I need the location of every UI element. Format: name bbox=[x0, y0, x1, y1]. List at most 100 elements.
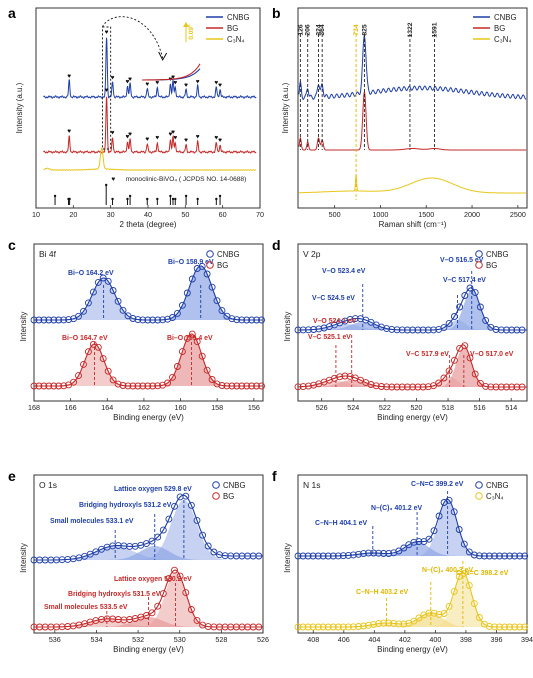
panel-f-xtick-label: 400 bbox=[429, 635, 441, 644]
panel-c-peak-annotation: Bi–O 159.4 eV bbox=[167, 335, 213, 342]
panel-a-ref-stick-dot bbox=[111, 197, 114, 201]
panel-e-legend-text: BG bbox=[223, 492, 234, 501]
bg-data-point bbox=[134, 382, 142, 390]
cnbg-data-point bbox=[496, 552, 503, 560]
cnbg-data-point bbox=[238, 316, 246, 324]
cnbg-data-point bbox=[104, 277, 112, 285]
cnbg-data-point bbox=[213, 297, 221, 305]
panel-f-peak-annotation: C–N–H 403.2 eV bbox=[356, 589, 408, 596]
panel-b-legend-text: CNBG bbox=[494, 13, 517, 22]
panel-c-xtick-label: 160 bbox=[175, 403, 187, 412]
panel-c-title: Bi 4f bbox=[39, 249, 57, 259]
c3n4-data-point bbox=[455, 573, 463, 580]
panel-c-xtick-label: 158 bbox=[211, 403, 223, 412]
panel-b-peak-label: 324 bbox=[316, 24, 323, 36]
c3n4-data-point bbox=[370, 620, 378, 628]
bg-data-point bbox=[182, 589, 190, 597]
bg-data-point bbox=[159, 590, 167, 598]
bg-data-point bbox=[299, 383, 307, 391]
cnbg-data-point bbox=[89, 288, 97, 296]
bg-data-point bbox=[445, 367, 453, 375]
panel-c-peak-annotation: Bi–O 158.9 eV bbox=[168, 259, 214, 266]
cnbg-data-point bbox=[187, 501, 195, 509]
cnbg-data-point bbox=[508, 326, 516, 334]
c3n4-data-point bbox=[501, 623, 509, 631]
bg-data-point bbox=[154, 382, 162, 390]
cnbg-component-fill bbox=[298, 322, 527, 330]
cnbg-data-point bbox=[154, 533, 162, 541]
bg-data-point bbox=[142, 612, 150, 619]
panel-c-xtick-label: 164 bbox=[101, 403, 113, 412]
c3n4-data-point bbox=[390, 619, 398, 627]
cnbg-data-point bbox=[403, 326, 411, 334]
bg-data-point bbox=[203, 366, 211, 374]
bg-data-point bbox=[383, 383, 391, 391]
cnbg-data-point bbox=[319, 552, 327, 560]
cnbg-data-point bbox=[388, 325, 396, 333]
panel-a-ref-stick-dot bbox=[171, 197, 175, 201]
panel-b-peak-label: 1322 bbox=[407, 22, 414, 37]
panel-a-peak-marker: ♥ bbox=[155, 135, 159, 142]
bg-data-point bbox=[109, 376, 117, 384]
panel-a-ref-stick-dot bbox=[169, 194, 172, 198]
cnbg-data-point bbox=[294, 326, 302, 334]
c3n4-data-point bbox=[355, 623, 362, 630]
cnbg-data-point bbox=[60, 316, 68, 324]
cnbg-data-point bbox=[203, 270, 211, 278]
bg-data-point bbox=[208, 376, 216, 383]
bg-data-point bbox=[476, 379, 484, 387]
panel-a-ref-stick-dot bbox=[128, 194, 132, 198]
bg-data-point bbox=[164, 379, 172, 387]
c3n4-data-point bbox=[395, 620, 403, 628]
panel-e-xtick-label: 534 bbox=[90, 635, 102, 644]
cnbg-data-point bbox=[248, 316, 256, 324]
panel-d-peak-annotation: V–C 517.9 eV bbox=[406, 351, 449, 358]
cnbg-data-point bbox=[419, 326, 427, 334]
c3n4-data-point bbox=[299, 623, 307, 631]
cnbg-data-point bbox=[506, 552, 514, 560]
c3n4-data-point bbox=[506, 623, 514, 631]
bg-data-point bbox=[60, 382, 68, 390]
bg-data-point bbox=[388, 383, 396, 391]
cnbg-data-point bbox=[119, 306, 127, 314]
c3n4-data-point bbox=[511, 623, 519, 631]
cnbg-fit-envelope bbox=[34, 494, 263, 561]
panel-a-peak-marker: ♥ bbox=[173, 135, 177, 142]
cnbg-data-point bbox=[40, 316, 48, 324]
cnbg-data-point bbox=[393, 326, 401, 334]
panel-a-xtick-label: 70 bbox=[256, 210, 264, 219]
bg-data-point bbox=[188, 330, 196, 338]
panel-e-xtick-label: 530 bbox=[174, 635, 186, 644]
panel-f-xlabel: Binding energy (eV) bbox=[377, 645, 448, 654]
panel-a-peak-marker: ♥ bbox=[171, 129, 175, 136]
cnbg-data-point bbox=[370, 549, 378, 557]
cnbg-data-point bbox=[310, 326, 318, 333]
bg-component-fill bbox=[298, 347, 527, 387]
cnbg-data-point bbox=[475, 552, 483, 560]
bg-component-fill bbox=[298, 380, 527, 387]
panel-f-peak-annotation: C–N–H 404.1 eV bbox=[315, 520, 367, 527]
panel-a-peak-marker: ♥ bbox=[111, 75, 115, 82]
cnbg-data-point bbox=[299, 326, 307, 334]
bg-raman-curve bbox=[298, 90, 527, 151]
panel-a-peak-marker: ♥ bbox=[184, 137, 188, 144]
cnbg-data-point bbox=[114, 297, 122, 305]
cnbg-data-point bbox=[149, 316, 157, 324]
panel-a-peak-marker: ♥ bbox=[171, 74, 175, 81]
c3n4-data-point bbox=[400, 620, 408, 628]
bg-data-point bbox=[403, 383, 411, 391]
panel-a-ref-stick-dot bbox=[126, 197, 129, 201]
bg-data-point bbox=[171, 566, 178, 574]
panel-b-plot-frame bbox=[297, 7, 528, 209]
bg-data-point bbox=[430, 382, 437, 390]
cnbg-data-point bbox=[75, 312, 82, 320]
panel-a-peak-marker: ♥ bbox=[105, 29, 109, 36]
cnbg-data-point bbox=[159, 316, 167, 324]
c3n4-data-point bbox=[460, 569, 468, 577]
bg-data-point bbox=[310, 381, 318, 389]
panel-e-legend-text: CNBG bbox=[223, 481, 246, 490]
c3n4-data-point bbox=[385, 619, 393, 627]
cnbg-data-point bbox=[491, 552, 498, 560]
bg-data-point bbox=[183, 334, 191, 342]
panel-d-legend-text: CNBG bbox=[486, 250, 509, 259]
